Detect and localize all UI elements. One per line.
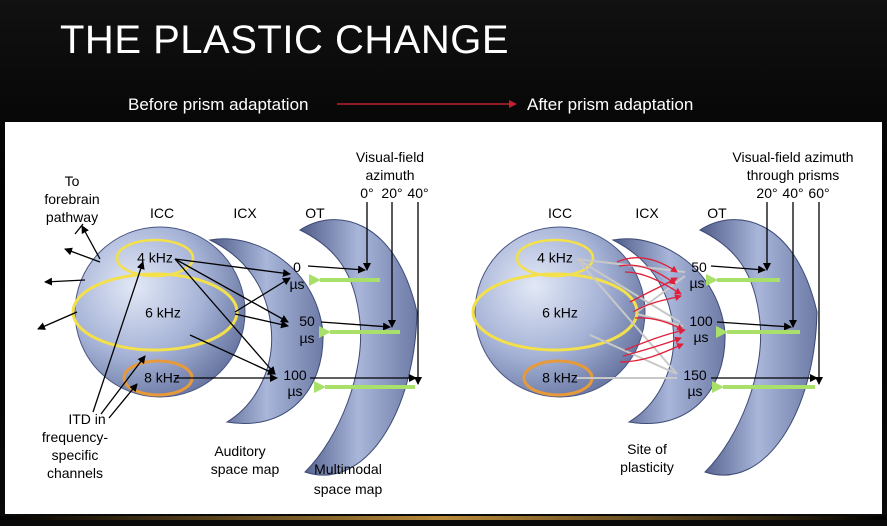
right-ring-4khz — [515, 238, 595, 278]
left-visual-field-1: Visual-field — [356, 149, 424, 165]
left-green-arrows — [309, 274, 415, 393]
left-forebrain-label-2: forebrain — [44, 191, 99, 207]
bottom-accent-line — [0, 516, 887, 520]
right-deg-40: 40° — [782, 185, 803, 201]
right-green-arrows — [706, 274, 815, 393]
right-us-100: µs — [693, 329, 708, 345]
right-us-150: µs — [687, 383, 702, 399]
right-deg-20: 20° — [756, 185, 777, 201]
right-icx-label: ICX — [635, 205, 659, 221]
right-icc-sphere — [474, 226, 646, 398]
left-icc-label: ICC — [150, 205, 174, 221]
after-label: After prism adaptation — [527, 95, 694, 114]
before-label: Before prism adaptation — [128, 95, 309, 114]
right-ot-crescent — [698, 219, 818, 476]
right-deg-60: 60° — [808, 185, 829, 201]
left-us-0: µs — [289, 276, 304, 292]
left-us-100: µs — [287, 383, 302, 399]
left-freq-4khz: 4 kHz — [137, 250, 173, 266]
left-itd-label-1: ITD in — [68, 411, 105, 427]
right-icx-crescent — [611, 238, 726, 424]
left-icx-label: ICX — [233, 205, 257, 221]
left-ot-crescent — [298, 219, 418, 476]
right-site-label-1: Site of — [627, 441, 667, 457]
left-multimodal-label-2: space map — [314, 481, 383, 497]
right-red-arrows — [616, 257, 686, 363]
left-us-50: µs — [299, 330, 314, 346]
left-itd-0: 0 — [293, 259, 301, 275]
right-visual-field-1: Visual-field azimuth — [732, 149, 853, 165]
left-itd-label-3: specific — [52, 447, 99, 463]
left-deg-20: 20° — [381, 185, 402, 201]
left-icx-crescent — [208, 238, 324, 424]
left-itd-100: 100 — [283, 367, 307, 383]
left-itd-label-4: channels — [47, 465, 103, 481]
right-itd-50: 50 — [691, 259, 707, 275]
right-freq-6khz: 6 kHz — [542, 305, 578, 321]
left-itd-50: 50 — [299, 313, 315, 329]
left-freq-8khz: 8 kHz — [144, 370, 180, 386]
left-multimodal-label-1: Multimodal — [314, 461, 382, 477]
left-ring-4khz — [115, 238, 195, 278]
right-itd-100: 100 — [689, 313, 713, 329]
left-diagram: 4 kHz 6 kHz 8 kHz To forebrain pathway I… — [37, 149, 429, 497]
right-icc-label: ICC — [548, 205, 572, 221]
right-visual-field-2: through prisms — [747, 167, 840, 183]
right-freq-8khz: 8 kHz — [542, 370, 578, 386]
left-forebrain-label-1: To — [65, 173, 80, 189]
left-itd-label-2: frequency- — [42, 429, 108, 445]
right-itd-150: 150 — [683, 367, 707, 383]
left-forebrain-label-3: pathway — [46, 209, 98, 225]
left-icc-sphere — [74, 226, 246, 398]
slide-title: THE PLASTIC CHANGE — [60, 18, 510, 62]
left-deg-40: 40° — [407, 185, 428, 201]
right-site-label-2: plasticity — [620, 459, 674, 475]
right-us-50: µs — [689, 275, 704, 291]
before-after-arrow — [337, 100, 517, 108]
diagram-svg: 4 kHz 6 kHz 8 kHz To forebrain pathway I… — [37, 149, 854, 497]
left-deg-0: 0° — [360, 185, 373, 201]
left-freq-6khz: 6 kHz — [145, 305, 181, 321]
right-freq-4khz: 4 kHz — [537, 250, 573, 266]
left-visual-field-2: azimuth — [365, 167, 414, 183]
left-auditory-label-1: Auditory — [214, 443, 265, 459]
diagram-panel: 4 kHz 6 kHz 8 kHz To forebrain pathway I… — [5, 122, 882, 514]
left-auditory-label-2: space map — [211, 461, 280, 477]
left-ot-label: OT — [305, 205, 325, 221]
right-ot-label: OT — [707, 205, 727, 221]
right-black-arrows — [710, 202, 823, 385]
left-ring-6khz — [71, 272, 239, 352]
right-diagram: 4 kHz 6 kHz 8 kHz ICC ICX OT Visual-fiel… — [471, 149, 854, 476]
left-black-arrows — [37, 202, 422, 419]
